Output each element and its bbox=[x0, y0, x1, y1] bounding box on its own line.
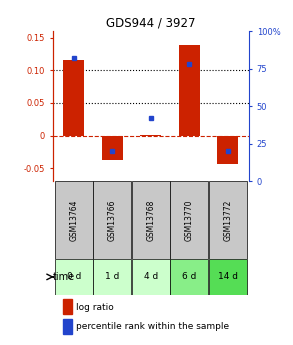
Bar bbox=[63, 299, 72, 315]
Text: 0 d: 0 d bbox=[67, 273, 81, 282]
Bar bbox=[209, 259, 247, 295]
Bar bbox=[179, 46, 200, 136]
Bar bbox=[132, 259, 170, 295]
Bar bbox=[209, 181, 247, 259]
Bar bbox=[55, 259, 93, 295]
Text: 14 d: 14 d bbox=[218, 273, 238, 282]
Bar bbox=[140, 135, 161, 136]
Bar bbox=[63, 319, 72, 334]
Text: GSM13770: GSM13770 bbox=[185, 199, 194, 241]
Text: GSM13772: GSM13772 bbox=[223, 199, 232, 241]
Text: 4 d: 4 d bbox=[144, 273, 158, 282]
Bar bbox=[93, 181, 132, 259]
Text: time: time bbox=[53, 272, 75, 282]
Title: GDS944 / 3927: GDS944 / 3927 bbox=[106, 17, 196, 30]
Bar bbox=[102, 136, 123, 160]
Bar bbox=[55, 181, 93, 259]
Bar bbox=[170, 181, 208, 259]
Bar bbox=[63, 60, 84, 136]
Text: GSM13764: GSM13764 bbox=[69, 199, 79, 241]
Text: 1 d: 1 d bbox=[105, 273, 120, 282]
Text: log ratio: log ratio bbox=[76, 303, 114, 312]
Bar bbox=[217, 136, 239, 164]
Text: GSM13768: GSM13768 bbox=[146, 199, 155, 241]
Text: GSM13766: GSM13766 bbox=[108, 199, 117, 241]
Text: percentile rank within the sample: percentile rank within the sample bbox=[76, 322, 229, 331]
Bar bbox=[93, 259, 132, 295]
Bar bbox=[170, 259, 208, 295]
Bar bbox=[132, 181, 170, 259]
Text: 6 d: 6 d bbox=[182, 273, 197, 282]
